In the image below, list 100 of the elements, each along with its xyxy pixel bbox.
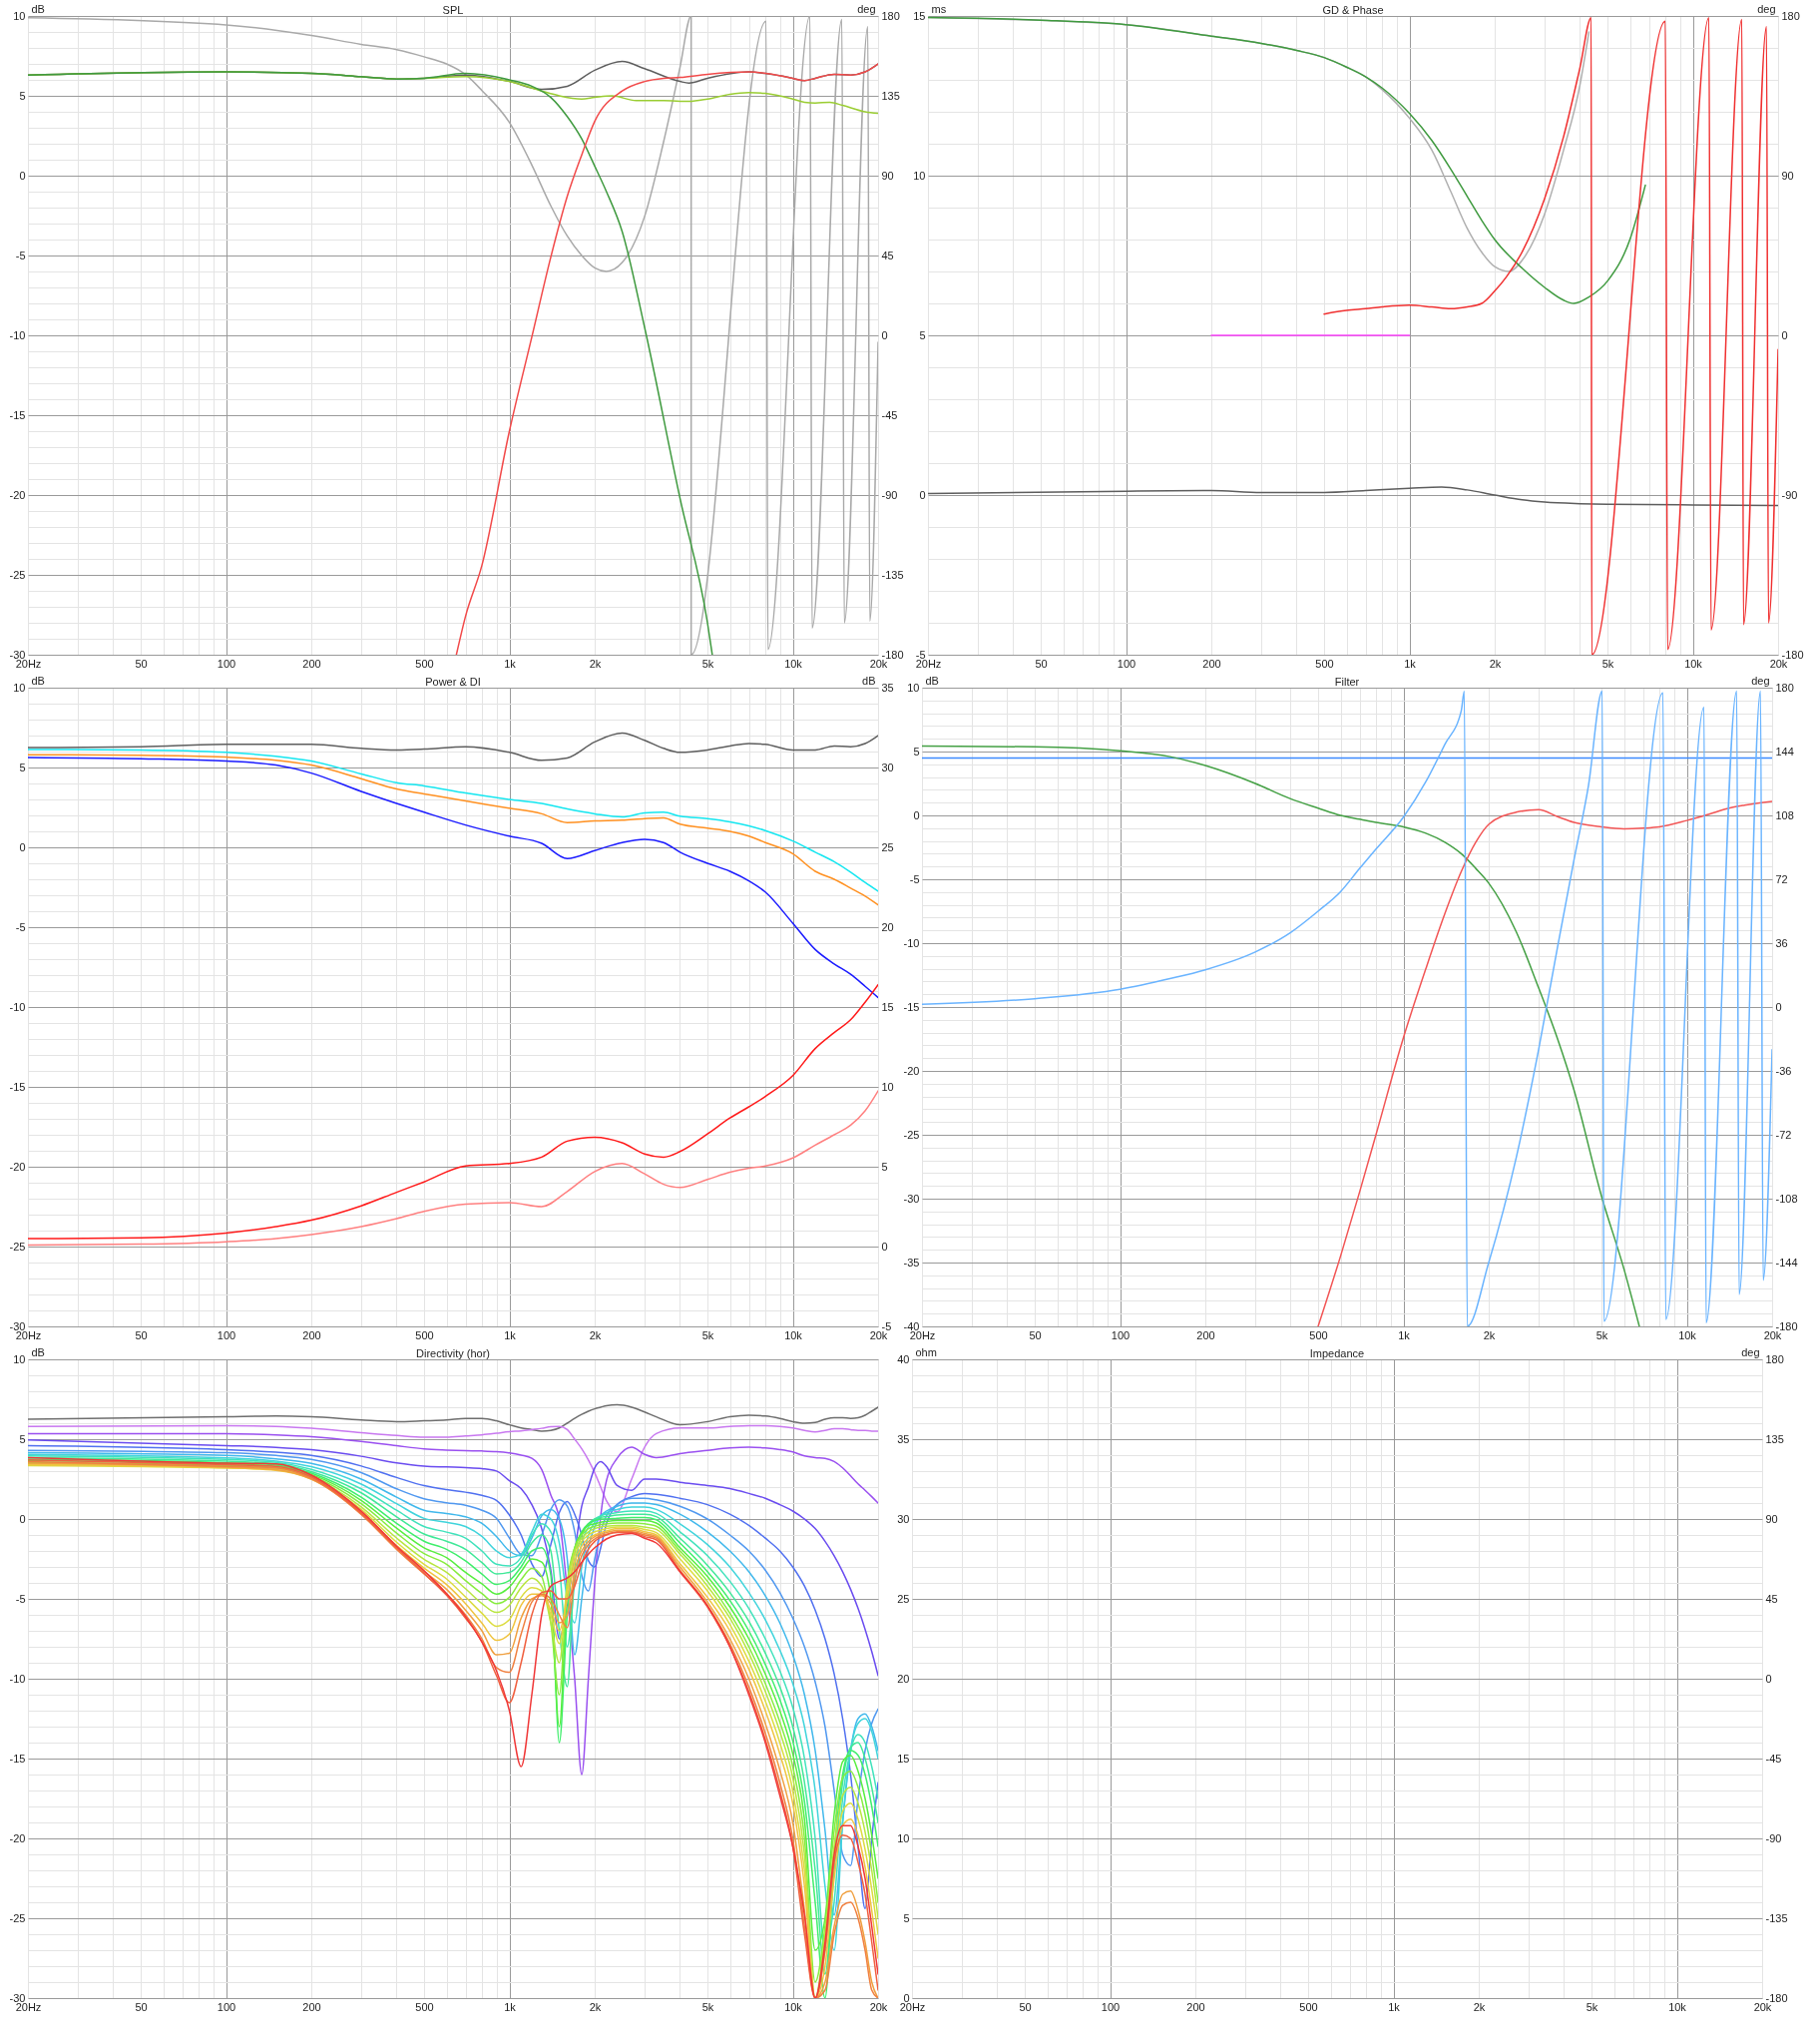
x-tick-label: 10k <box>784 657 803 670</box>
x-tick-label: 10k <box>1678 1328 1697 1341</box>
x-tick-label: 2k <box>589 2000 602 2013</box>
x-tick-label: 1k <box>504 1328 517 1341</box>
y-tick-label: 10 <box>13 9 26 22</box>
x-tick-label: 5k <box>701 1328 714 1341</box>
y-tick-label: -25 <box>903 1128 920 1141</box>
y2-tick-label: -135 <box>881 568 904 581</box>
y-tick-label: -10 <box>9 1672 26 1685</box>
x-tick-label: 200 <box>302 657 321 670</box>
y-tick-label: 5 <box>903 1911 910 1924</box>
chart-title: Power & DI <box>425 676 481 688</box>
x-tick-label: 5k <box>1601 657 1614 670</box>
y-tick-label: 5 <box>913 745 920 758</box>
x-tick-label: 1k <box>1398 1328 1411 1341</box>
y2-tick-label: 0 <box>1775 1000 1782 1013</box>
x-tick-label: 100 <box>217 657 236 670</box>
y-tick-label: 5 <box>19 761 26 773</box>
y2-tick-label: 0 <box>881 328 888 341</box>
y2-tick-label: 0 <box>1781 328 1788 341</box>
y-tick-label: -20 <box>9 1831 26 1844</box>
x-tick-label: 50 <box>135 2000 148 2013</box>
x-tick-label: 2k <box>1483 1328 1496 1341</box>
y2-tick-label: 5 <box>881 1160 888 1173</box>
y-axis-title: dB <box>31 1345 45 1358</box>
x-tick-label: 5k <box>701 2000 714 2013</box>
y-tick-label: 40 <box>897 1352 910 1365</box>
x-tick-label: 20k <box>869 2000 888 2013</box>
x-tick-label: 2k <box>1473 2000 1486 2013</box>
y2-tick-label: 45 <box>881 249 894 261</box>
y2-tick-label: 108 <box>1775 808 1794 821</box>
x-tick-label: 500 <box>415 2000 434 2013</box>
y-tick-label: -15 <box>9 408 26 421</box>
y2-tick-label: 135 <box>881 89 900 102</box>
y-tick-label: 0 <box>913 808 920 821</box>
y2-tick-label: 144 <box>1775 745 1794 758</box>
y-tick-label: -15 <box>9 1752 26 1765</box>
y2-tick-label: -45 <box>1765 1752 1782 1765</box>
y-tick-label: -20 <box>9 488 26 501</box>
y-tick-label: 30 <box>897 1512 910 1525</box>
y2-tick-label: 10 <box>881 1080 894 1093</box>
y2-tick-label: -108 <box>1775 1192 1798 1205</box>
y2-tick-label: -90 <box>1781 488 1798 501</box>
y2-tick-label: 45 <box>1765 1592 1778 1605</box>
y2-axis-title: dB <box>862 674 876 687</box>
x-tick-label: 100 <box>217 2000 236 2013</box>
y2-tick-label: -90 <box>881 488 898 501</box>
y2-tick-label: 15 <box>881 1000 894 1013</box>
y-tick-label: 5 <box>919 328 926 341</box>
x-tick-label: 200 <box>1196 1328 1215 1341</box>
chart-title: Directivity (hor) <box>416 1347 490 1359</box>
chart-title: Filter <box>1334 676 1360 688</box>
x-tick-label: 10k <box>1668 2000 1687 2013</box>
y2-axis-title: deg <box>857 2 876 15</box>
y-tick-label: -20 <box>9 1160 26 1173</box>
y-tick-label: 5 <box>19 89 26 102</box>
x-tick-label: 50 <box>135 1328 148 1341</box>
y2-tick-label: 25 <box>881 840 894 853</box>
y2-axis-title: deg <box>1741 1345 1760 1358</box>
chart-title: GD & Phase <box>1322 4 1384 16</box>
y2-axis-title: deg <box>1751 674 1770 687</box>
y2-tick-label: -72 <box>1775 1128 1792 1141</box>
y2-tick-label: 0 <box>881 1240 888 1253</box>
y-tick-label: 10 <box>907 681 920 694</box>
y-tick-label: 10 <box>13 681 26 694</box>
x-tick-label: 10k <box>784 1328 803 1341</box>
x-tick-label: 10k <box>784 2000 803 2013</box>
x-tick-label: 1k <box>1388 2000 1401 2013</box>
x-tick-label: 2k <box>1489 657 1502 670</box>
x-tick-label: 2k <box>589 1328 602 1341</box>
y-tick-label: 10 <box>13 1352 26 1365</box>
y2-tick-label: 72 <box>1775 872 1788 885</box>
y-tick-label: 10 <box>897 1831 910 1844</box>
y2-tick-label: 90 <box>1781 169 1794 182</box>
y2-tick-label: 180 <box>881 9 900 22</box>
y-axis-title: ohm <box>915 1345 937 1358</box>
x-tick-label: 1k <box>1404 657 1417 670</box>
y-tick-label: -5 <box>909 872 920 885</box>
y2-tick-label: 180 <box>1775 681 1794 694</box>
y2-tick-label: 180 <box>1781 9 1800 22</box>
y-tick-label: -5 <box>15 249 26 261</box>
x-tick-label: 2k <box>589 657 602 670</box>
y-tick-label: 20 <box>897 1672 910 1685</box>
x-tick-label: 1k <box>504 657 517 670</box>
y-tick-label: -25 <box>9 568 26 581</box>
y2-tick-label: 36 <box>1775 936 1788 949</box>
x-tick-label: 200 <box>302 1328 321 1341</box>
y-tick-label: -35 <box>903 1256 920 1269</box>
y-axis-title: dB <box>925 674 939 687</box>
y-tick-label: -5 <box>15 920 26 933</box>
y2-tick-label: 0 <box>1765 1672 1772 1685</box>
y-tick-label: 10 <box>913 169 926 182</box>
y-tick-label: -10 <box>903 936 920 949</box>
y2-tick-label: 135 <box>1765 1432 1784 1445</box>
x-tick-label: 5k <box>701 657 714 670</box>
x-tick-label: 100 <box>1101 2000 1121 2013</box>
x-tick-label: 50 <box>1019 2000 1032 2013</box>
y2-tick-label: 35 <box>881 681 894 694</box>
y-tick-label: -15 <box>9 1080 26 1093</box>
y-axis-title: dB <box>31 674 45 687</box>
